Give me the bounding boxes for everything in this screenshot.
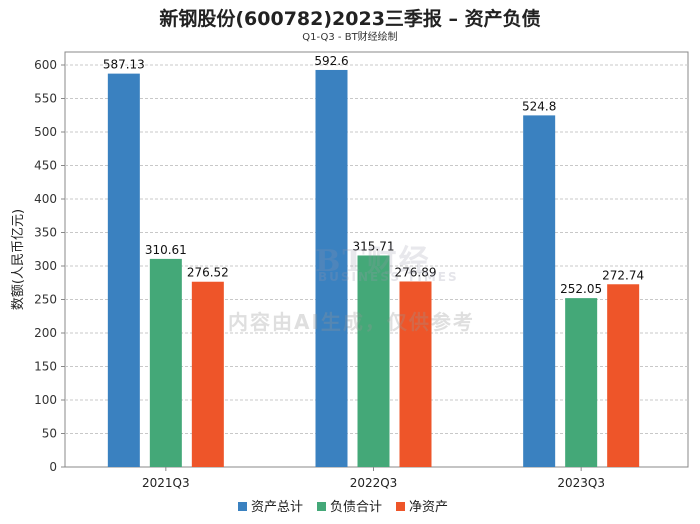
y-tick-label: 450 <box>34 159 57 173</box>
bar-net-assets <box>399 281 432 467</box>
legend-label: 资产总计 <box>251 500 303 515</box>
y-tick-label: 150 <box>34 360 57 374</box>
bar-total-assets <box>107 73 140 468</box>
bar-total-liabilities <box>565 298 598 467</box>
y-tick-label: 100 <box>34 393 57 407</box>
bar-total-liabilities <box>149 258 182 467</box>
y-tick-label: 400 <box>34 192 57 206</box>
legend-swatch <box>238 502 247 511</box>
watermark-brand-en: BUSINESS TIMES <box>318 270 459 284</box>
data-label: 592.6 <box>314 54 348 68</box>
x-tick-label: 2022Q3 <box>350 476 398 490</box>
bar-net-assets <box>607 284 640 467</box>
x-tick-label: 2023Q3 <box>557 476 605 490</box>
chart-subtitle: Q1-Q3 - BT财经绘制 <box>302 32 398 43</box>
y-axis-label: 数额(人民币亿元) <box>11 209 26 310</box>
y-tick-label: 300 <box>34 259 57 273</box>
legend-label: 净资产 <box>409 500 448 515</box>
bar-net-assets <box>191 281 224 467</box>
data-label: 272.74 <box>602 268 644 282</box>
chart-title: 新钢股份(600782)2023三季报 – 资产负债 <box>159 8 541 30</box>
x-tick-label: 2021Q3 <box>142 476 190 490</box>
y-tick-label: 200 <box>34 326 57 340</box>
watermark-brand: BT财经 <box>315 244 431 279</box>
y-tick-label: 0 <box>49 460 57 474</box>
bar-total-liabilities <box>357 255 390 467</box>
data-label: 587.13 <box>103 58 145 72</box>
y-tick-label: 500 <box>34 125 57 139</box>
y-tick-label: 550 <box>34 92 57 106</box>
data-label: 276.52 <box>187 266 229 280</box>
y-tick-label: 50 <box>42 427 57 441</box>
data-label: 310.61 <box>145 243 187 257</box>
data-label: 276.89 <box>395 265 437 279</box>
legend-label: 负债合计 <box>330 500 382 515</box>
watermark-notice: 内容由AI生成，仅供参考 <box>228 310 475 334</box>
legend-swatch <box>396 502 405 511</box>
data-label: 252.05 <box>560 282 602 296</box>
bar-total-assets <box>523 115 556 467</box>
bar-total-assets <box>315 69 348 467</box>
data-label: 524.8 <box>522 99 556 113</box>
y-tick-label: 250 <box>34 293 57 307</box>
data-label: 315.71 <box>353 239 395 253</box>
y-tick-label: 600 <box>34 58 57 72</box>
legend-swatch <box>317 502 326 511</box>
y-tick-label: 350 <box>34 226 57 240</box>
